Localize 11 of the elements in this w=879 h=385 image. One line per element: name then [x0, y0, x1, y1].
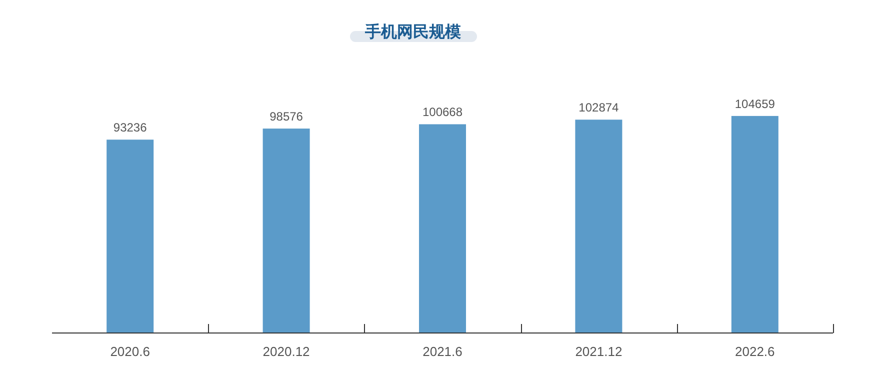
chart-title: 手机网民规模: [364, 23, 461, 41]
x-tick-label: 2021.12: [575, 344, 622, 359]
x-tick-label: 2021.6: [422, 344, 462, 359]
data-label: 98576: [270, 110, 304, 124]
data-label: 93236: [113, 120, 148, 135]
x-tick-label: 2020.6: [110, 344, 150, 359]
data-label: 102874: [578, 100, 620, 115]
x-tick-label: 2020.12: [262, 344, 310, 359]
data-label: 104659: [734, 96, 776, 111]
data-label: 100668: [422, 105, 463, 120]
x-tick-label: 2022.6: [735, 344, 775, 359]
